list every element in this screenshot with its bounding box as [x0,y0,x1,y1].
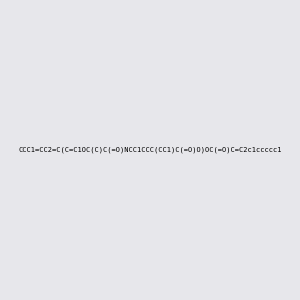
Text: CCC1=CC2=C(C=C1OC(C)C(=O)NCC1CCC(CC1)C(=O)O)OC(=O)C=C2c1ccccc1: CCC1=CC2=C(C=C1OC(C)C(=O)NCC1CCC(CC1)C(=… [18,147,282,153]
